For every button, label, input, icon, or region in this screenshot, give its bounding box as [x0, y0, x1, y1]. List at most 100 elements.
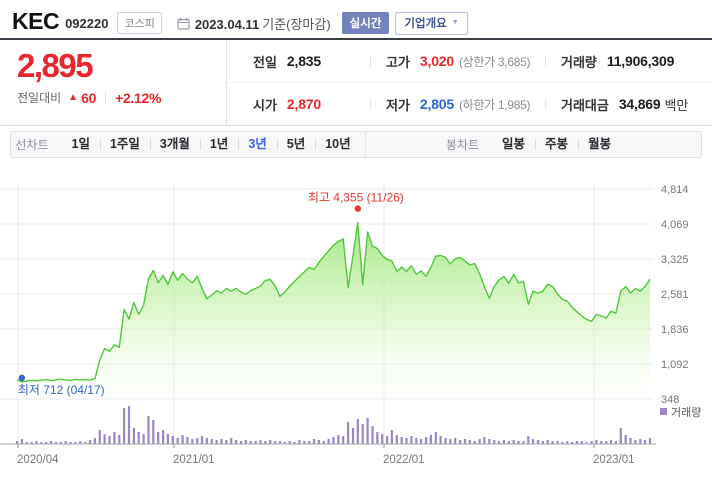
volume-bar — [239, 441, 243, 444]
volume-bar — [366, 418, 369, 444]
price-line — [16, 221, 651, 383]
tab-monthly-candle[interactable]: 월봉 — [578, 132, 621, 157]
volume-bar — [196, 438, 199, 444]
volume-bar — [595, 440, 598, 444]
x-axis-label: 2021/01 — [173, 454, 215, 466]
volume-bar — [386, 436, 389, 444]
volume-bar — [356, 419, 359, 444]
volume-bar — [473, 441, 476, 444]
price-change: 전일대비 ▲ 60 +2.12% — [17, 89, 162, 106]
volume-bar — [507, 441, 510, 444]
volume-bar — [342, 436, 345, 444]
lower-limit: (하한가 1,985) — [458, 97, 531, 112]
tab-1year[interactable]: 1년 — [199, 132, 238, 157]
volume-bar — [371, 426, 374, 444]
volume-bar — [235, 440, 238, 444]
volume-bar — [166, 434, 169, 444]
price-summary-panel: 2,895 전일대비 ▲ 60 +2.12% 전일 2,835 고가 — [0, 40, 712, 126]
volume-bar — [566, 441, 569, 444]
volume-bar — [303, 441, 306, 444]
line-chart-tabs: 선차트 1일 1주일 3개월 1년 3년 5년 10년 — [11, 132, 365, 157]
volume-bar — [556, 441, 559, 444]
divider — [370, 55, 371, 67]
volume-bar — [580, 441, 583, 444]
x-axis-label: 2020/04 — [17, 454, 59, 466]
volume-bar — [493, 440, 496, 444]
volume-bar — [264, 441, 267, 444]
table-row: 전일 2,835 고가 3,020 (상한가 3,685) 거래량 11,906… — [227, 40, 712, 83]
volume-bar — [20, 439, 23, 444]
tab-daily-candle[interactable]: 일봉 — [502, 137, 526, 151]
volume-bar — [459, 440, 462, 444]
realtime-button[interactable]: 실시간 — [341, 12, 390, 34]
tab-3year[interactable]: 3년 — [238, 132, 276, 157]
volume-bar — [103, 434, 106, 444]
volume-bar — [405, 438, 408, 444]
volume-bar — [274, 441, 277, 444]
chevron-down-icon: ▼ — [451, 19, 459, 26]
volume-bar — [644, 440, 647, 444]
volume-label: 거래량 — [561, 54, 597, 70]
volume-bar — [88, 440, 92, 444]
stats-table: 전일 2,835 고가 3,020 (상한가 3,685) 거래량 11,906… — [227, 40, 712, 125]
trade-value: 34,869 — [618, 96, 661, 112]
volume-bar — [142, 434, 145, 444]
line-chart-group-label: 선차트 — [15, 138, 49, 152]
volume-bar — [137, 432, 140, 444]
volume-bar — [123, 408, 126, 444]
volume-bar — [390, 430, 393, 444]
volume-bar — [191, 439, 194, 444]
tab-1day[interactable]: 1일 — [71, 137, 90, 151]
volume-bar — [283, 442, 286, 444]
current-price-box: 2,895 전일대비 ▲ 60 +2.12% — [0, 40, 227, 125]
tab-weekly-candle[interactable]: 주봉 — [535, 132, 578, 157]
volume-bar — [25, 442, 28, 444]
y-axis-label: 348 — [661, 394, 679, 406]
tab-5year[interactable]: 5년 — [276, 132, 315, 157]
up-arrow-icon: ▲ — [68, 92, 79, 104]
upper-limit: (상한가 3,685) — [458, 54, 531, 69]
header: KEC 092220 코스피 2023.04.11 기준(장마감) 실시간 기업개… — [0, 0, 712, 38]
volume-bar — [439, 436, 442, 444]
volume-bar — [463, 439, 467, 444]
volume-value: 11,906,309 — [606, 53, 675, 69]
volume-bar — [600, 441, 603, 444]
tab-10year[interactable]: 10년 — [315, 132, 360, 157]
max-price-dot — [354, 205, 362, 212]
high-label: 고가 — [386, 54, 410, 70]
volume-bar — [288, 441, 291, 444]
tab-3month[interactable]: 3개월 — [149, 132, 200, 157]
divider — [370, 98, 371, 110]
volume-bar — [395, 435, 398, 444]
volume-bar — [132, 428, 135, 444]
candle-chart-group-label: 봉차트 — [445, 138, 480, 152]
volume-bar — [15, 441, 19, 444]
volume-bar — [74, 442, 77, 444]
volume-bar — [210, 439, 213, 444]
company-overview-button[interactable]: 기업개요 ▼ — [395, 11, 468, 35]
volume-bar — [30, 442, 33, 444]
volume-bar — [59, 442, 62, 444]
volume-bar — [69, 442, 72, 444]
volume-legend-icon — [660, 408, 667, 415]
volume-bar — [502, 440, 505, 444]
volume-bar — [590, 441, 593, 444]
volume-bar — [571, 442, 574, 444]
open-label: 시가 — [253, 97, 277, 113]
volume-bar — [522, 441, 525, 444]
volume-bar — [327, 439, 330, 444]
volume-bar — [230, 438, 233, 444]
volume-legend-label: 거래량 — [671, 406, 701, 419]
trade-value-label: 거래대금 — [561, 97, 609, 113]
candle-chart-tabs: 봉차트 일봉 주봉 월봉 — [365, 132, 701, 157]
volume-bar — [118, 435, 121, 444]
volume-bar — [648, 438, 652, 444]
volume-bar — [483, 437, 486, 444]
price-chart: 4,814 4,069 3,325 2,581 1,836 1,092 348 2020/04… — [0, 183, 701, 466]
volume-bar — [298, 440, 301, 444]
volume-bar — [468, 440, 471, 444]
volume-bar — [429, 435, 432, 444]
tab-1week[interactable]: 1주일 — [99, 132, 150, 157]
volume-bar — [400, 437, 403, 444]
volume-bar — [293, 442, 296, 444]
